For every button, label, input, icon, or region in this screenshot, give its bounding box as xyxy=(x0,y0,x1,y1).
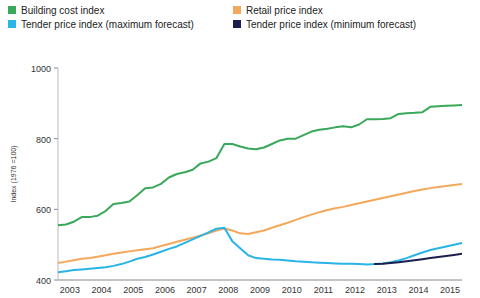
x-tick-label: 2015 xyxy=(440,285,460,295)
x-tick-label: 2006 xyxy=(155,285,175,295)
y-axis-label: Index (1976 =100) xyxy=(10,145,18,202)
x-tick-label: 2007 xyxy=(187,285,207,295)
y-tick-label: 400 xyxy=(36,276,51,286)
legend-label: Building cost index xyxy=(21,5,104,16)
x-tick-label: 2005 xyxy=(123,285,143,295)
x-tick-label: 2009 xyxy=(250,285,270,295)
y-tick xyxy=(54,68,58,69)
y-tick-label: 1000 xyxy=(31,64,51,74)
series-line xyxy=(58,184,462,263)
series-line xyxy=(375,254,462,264)
x-tick-label: 2011 xyxy=(314,285,333,295)
legend-label: Tender price index (maximum forecast) xyxy=(21,19,194,30)
series-line xyxy=(58,105,462,225)
legend-swatch xyxy=(8,20,16,28)
x-tick-label: 2003 xyxy=(60,285,80,295)
legend-label: Retail price index xyxy=(246,5,323,16)
y-axis xyxy=(58,68,59,280)
x-tick-label: 2008 xyxy=(218,285,238,295)
plot-area xyxy=(58,105,462,272)
x-axis xyxy=(58,280,462,281)
legend-swatch xyxy=(233,6,241,14)
chart: 400 600 800 1000 Index (1976 =100) 2003 2004 20… xyxy=(0,0,480,298)
y-tick xyxy=(54,280,58,281)
y-tick xyxy=(54,209,58,210)
x-tick-label: 2013 xyxy=(377,285,397,295)
legend-swatch xyxy=(8,6,16,14)
x-tick-label: 2012 xyxy=(345,285,365,295)
x-tick-label: 2014 xyxy=(408,285,428,295)
x-tick-label: 2004 xyxy=(92,285,112,295)
y-tick-label: 600 xyxy=(36,205,51,215)
legend-label: Tender price index (minimum forecast) xyxy=(246,19,416,30)
series-line xyxy=(58,228,462,273)
legend: Building cost index Retail price index Ten… xyxy=(8,5,416,30)
y-tick-label: 800 xyxy=(36,135,51,145)
y-tick xyxy=(54,138,58,139)
x-tick-label: 2010 xyxy=(282,285,302,295)
legend-swatch xyxy=(233,20,241,28)
